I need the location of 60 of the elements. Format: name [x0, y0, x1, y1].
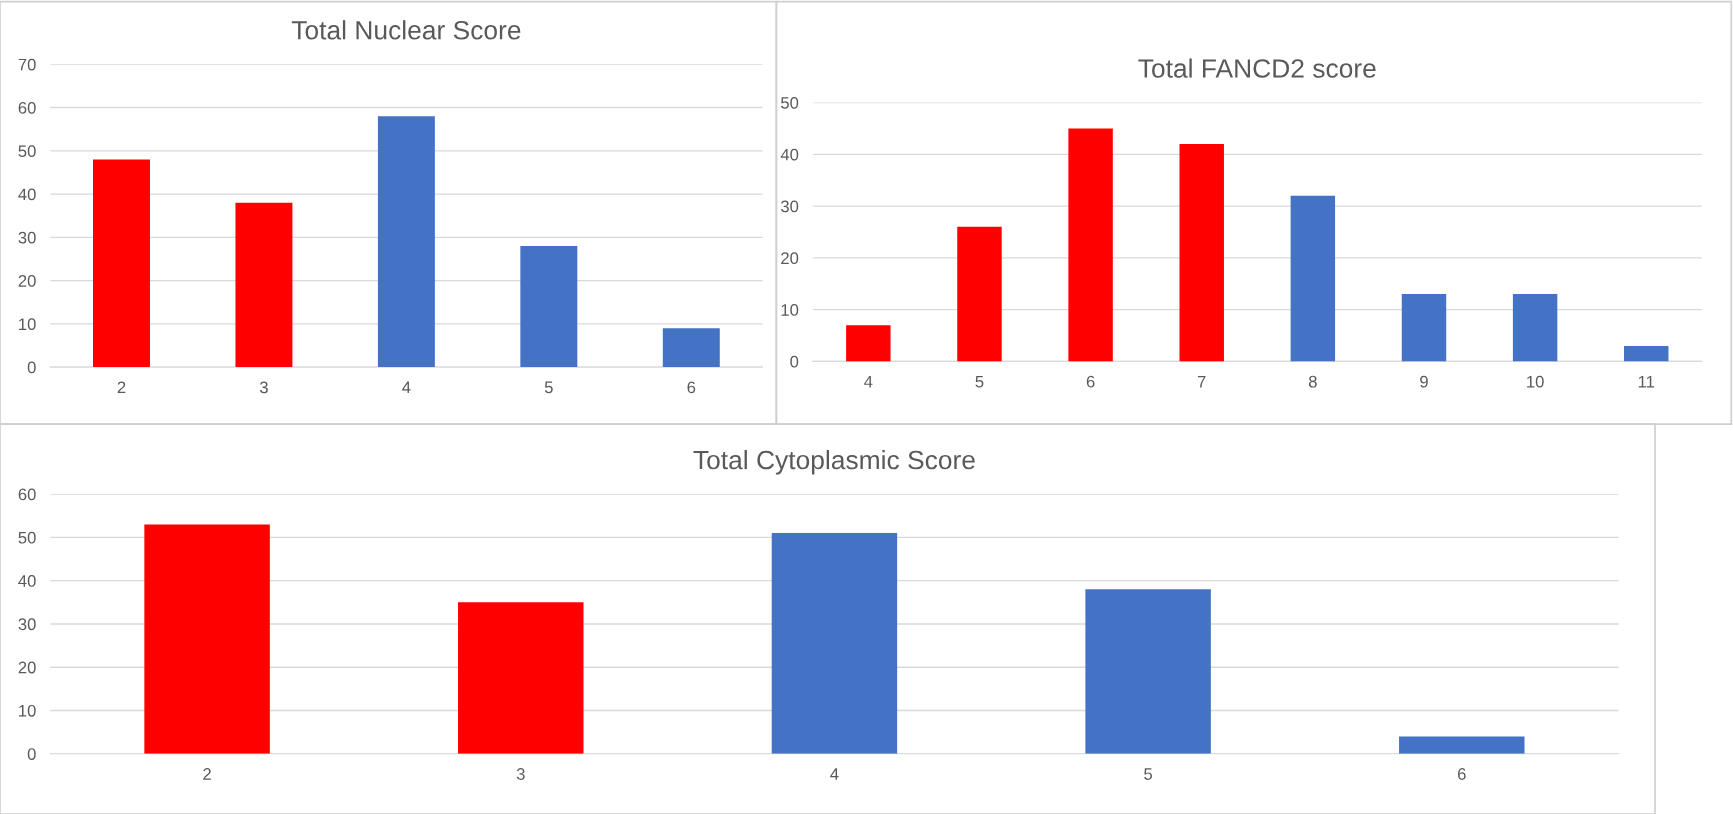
y-tick-label: 0 [27, 748, 36, 760]
x-tick-label: 11 [1638, 375, 1655, 388]
bar [1290, 195, 1336, 362]
y-tick-label: 0 [790, 355, 799, 368]
x-tick-label: 3 [259, 381, 268, 394]
x-tick-label: 9 [1420, 375, 1428, 388]
x-tick-label: 2 [203, 768, 211, 780]
y-tick-label: 10 [781, 304, 799, 316]
bar [1401, 294, 1447, 362]
x-tick-label: 4 [402, 381, 411, 394]
x-tick-label: 10 [1527, 375, 1544, 388]
y-tick-label: 20 [18, 275, 36, 287]
y-tick-label: 40 [18, 188, 36, 201]
y-tick-label: 30 [780, 200, 799, 213]
bar [458, 602, 584, 754]
bar [957, 226, 1002, 362]
bar [846, 325, 891, 362]
y-tick-label: 50 [18, 531, 36, 544]
y-tick-label: 30 [18, 618, 36, 631]
bar [377, 116, 435, 368]
y-tick-label: 60 [18, 101, 36, 114]
y-tick-label: 60 [18, 488, 36, 501]
bar [1399, 736, 1525, 754]
x-tick-label: 6 [687, 381, 696, 394]
y-tick-label: 40 [780, 148, 799, 161]
chart-title: Total Cytoplasmic Score [693, 449, 975, 475]
y-tick-label: 50 [18, 145, 36, 158]
bar [1512, 294, 1558, 362]
y-tick-label: 10 [19, 318, 36, 331]
x-tick-label: 6 [1458, 768, 1466, 780]
x-tick-label: 5 [975, 375, 984, 388]
y-tick-label: 0 [27, 361, 36, 374]
bar [144, 524, 270, 754]
bar [1624, 345, 1669, 362]
bar [771, 533, 898, 754]
y-tick-label: 70 [18, 58, 36, 71]
bar [235, 202, 293, 368]
bar [520, 245, 578, 368]
x-tick-label: 8 [1308, 375, 1317, 388]
y-tick-label: 20 [18, 661, 36, 674]
bar [92, 159, 150, 368]
x-tick-label: 6 [1086, 375, 1095, 388]
x-tick-label: 2 [117, 381, 126, 394]
x-tick-label: 7 [1197, 375, 1206, 388]
chart-title: Total FANCD2 score [1138, 58, 1376, 78]
y-tick-label: 10 [19, 704, 36, 717]
y-tick-label: 40 [18, 575, 36, 587]
chart-title: Total Nuclear Score [291, 20, 521, 40]
x-tick-label: 3 [516, 768, 525, 780]
y-tick-label: 50 [781, 96, 799, 109]
bar [1179, 143, 1224, 362]
x-tick-label: 5 [1144, 768, 1153, 780]
x-tick-label: 4 [830, 768, 839, 780]
y-tick-label: 30 [18, 231, 36, 244]
x-tick-label: 4 [864, 375, 873, 388]
y-tick-label: 20 [781, 252, 799, 265]
bar [1085, 589, 1211, 754]
x-tick-label: 5 [544, 381, 553, 394]
bar [1068, 128, 1113, 362]
bar [662, 328, 720, 368]
